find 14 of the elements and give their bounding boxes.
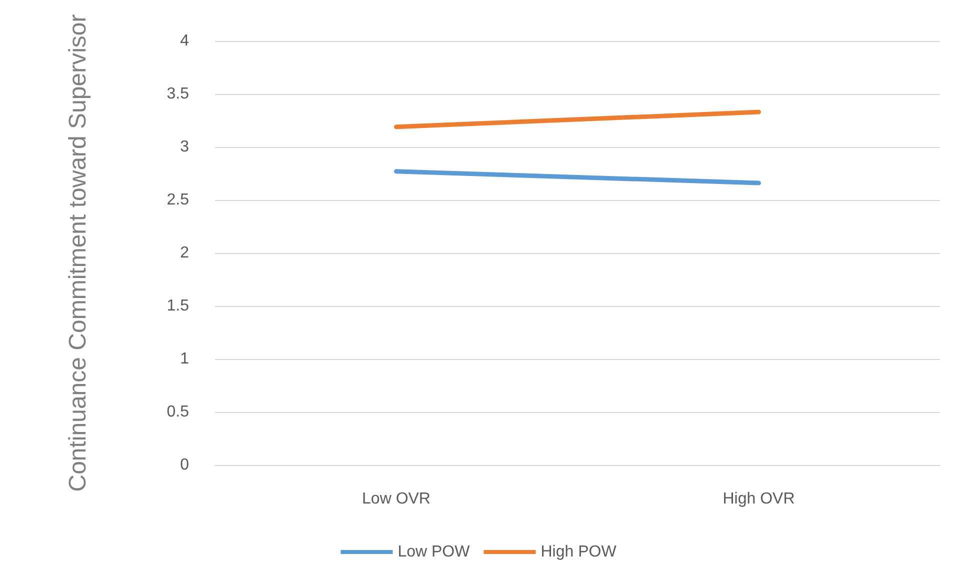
x-tick-label: High OVR bbox=[722, 490, 795, 508]
y-tick-label: 0 bbox=[180, 456, 190, 474]
y-axis-title: Continuance Commitment toward Supervisor bbox=[64, 14, 92, 492]
y-tick-label: 3 bbox=[180, 138, 190, 156]
y-tick-label: 1 bbox=[180, 350, 190, 368]
legend-label: Low POW bbox=[398, 544, 471, 560]
y-tick-label: 1.5 bbox=[166, 298, 190, 314]
x-tick-label: Low OVR bbox=[362, 490, 430, 508]
legend-label: High POW bbox=[540, 544, 618, 560]
y-tick-label: 0.5 bbox=[166, 404, 190, 420]
y-tick-label: 3.5 bbox=[166, 86, 190, 102]
y-tick-label: 2.5 bbox=[166, 192, 190, 208]
y-tick-label: 4 bbox=[180, 32, 190, 50]
y-tick-label: 2 bbox=[180, 244, 190, 262]
